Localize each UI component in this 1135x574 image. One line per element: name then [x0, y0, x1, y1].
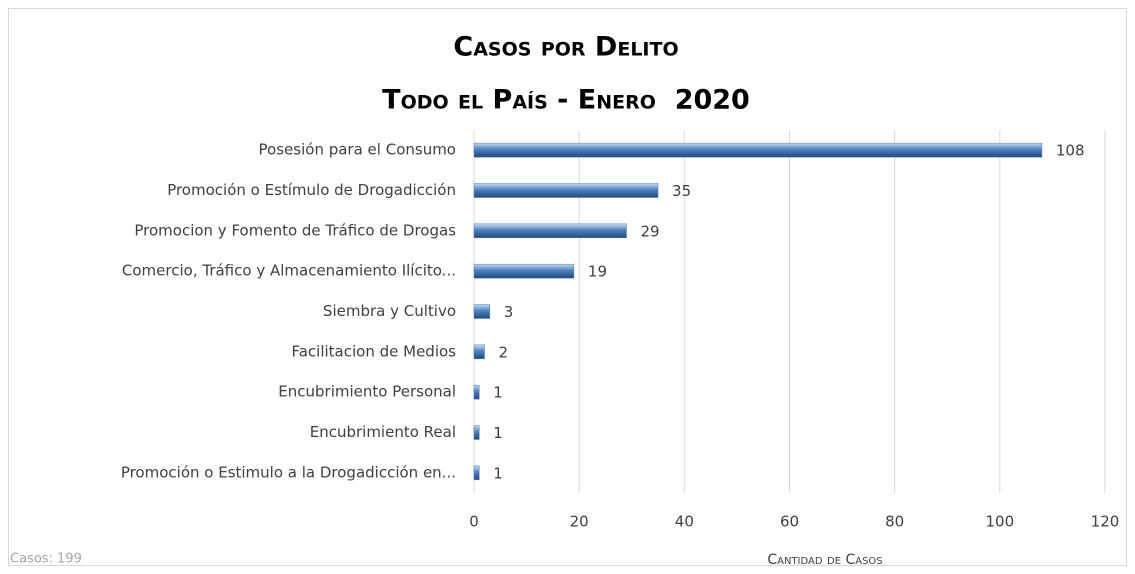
x-tick-label: 80: [885, 513, 904, 531]
y-tick-label: Promoción o Estimulo a la Drogadicción e…: [121, 463, 456, 481]
x-tick-label: 40: [675, 513, 694, 531]
chart-frame: [8, 8, 1127, 566]
bar: [473, 344, 485, 360]
x-tick-label: 100: [986, 513, 1015, 531]
y-tick-label: Promocion y Fomento de Tráfico de Drogas: [134, 221, 456, 239]
bar: [473, 425, 480, 440]
x-axis-label: Cantidad de Casos: [767, 552, 882, 568]
data-label: 1: [493, 424, 503, 442]
chart-title: Casos por Delito: [453, 32, 678, 63]
data-label: 35: [672, 182, 691, 200]
y-tick-label: Facilitacion de Medios: [291, 342, 456, 360]
data-label: 19: [588, 263, 607, 281]
y-tick-label: Siembra y Cultivo: [323, 302, 456, 320]
bar: [473, 142, 1043, 158]
bar: [473, 223, 627, 239]
data-label: 29: [640, 222, 659, 240]
bar: [473, 384, 480, 400]
y-tick-label: Encubrimiento Personal: [278, 383, 456, 401]
bar: [473, 183, 659, 198]
bar: [473, 263, 575, 279]
y-tick-label: Comercio, Tráfico y Almacenamiento Ilíci…: [122, 262, 456, 280]
data-label: 1: [493, 464, 503, 482]
x-tick-label: 120: [1091, 513, 1120, 531]
y-tick-label: Posesión para el Consumo: [259, 141, 456, 159]
x-tick-label: 20: [570, 513, 589, 531]
bar: [473, 465, 480, 481]
data-label: 108: [1056, 142, 1085, 160]
x-tick-label: 60: [780, 513, 799, 531]
note: Casos: 199: [10, 552, 82, 567]
data-label: 3: [504, 303, 514, 321]
data-label: 2: [499, 343, 509, 361]
data-label: 1: [493, 384, 503, 402]
x-tick-label: 0: [469, 513, 479, 531]
chart-subtitle: Todo el País - Enero 2020: [382, 85, 750, 116]
y-tick-label: Encubrimiento Real: [310, 423, 456, 441]
y-tick-label: Promoción o Estímulo de Drogadicción: [167, 181, 456, 199]
bar: [473, 304, 491, 319]
